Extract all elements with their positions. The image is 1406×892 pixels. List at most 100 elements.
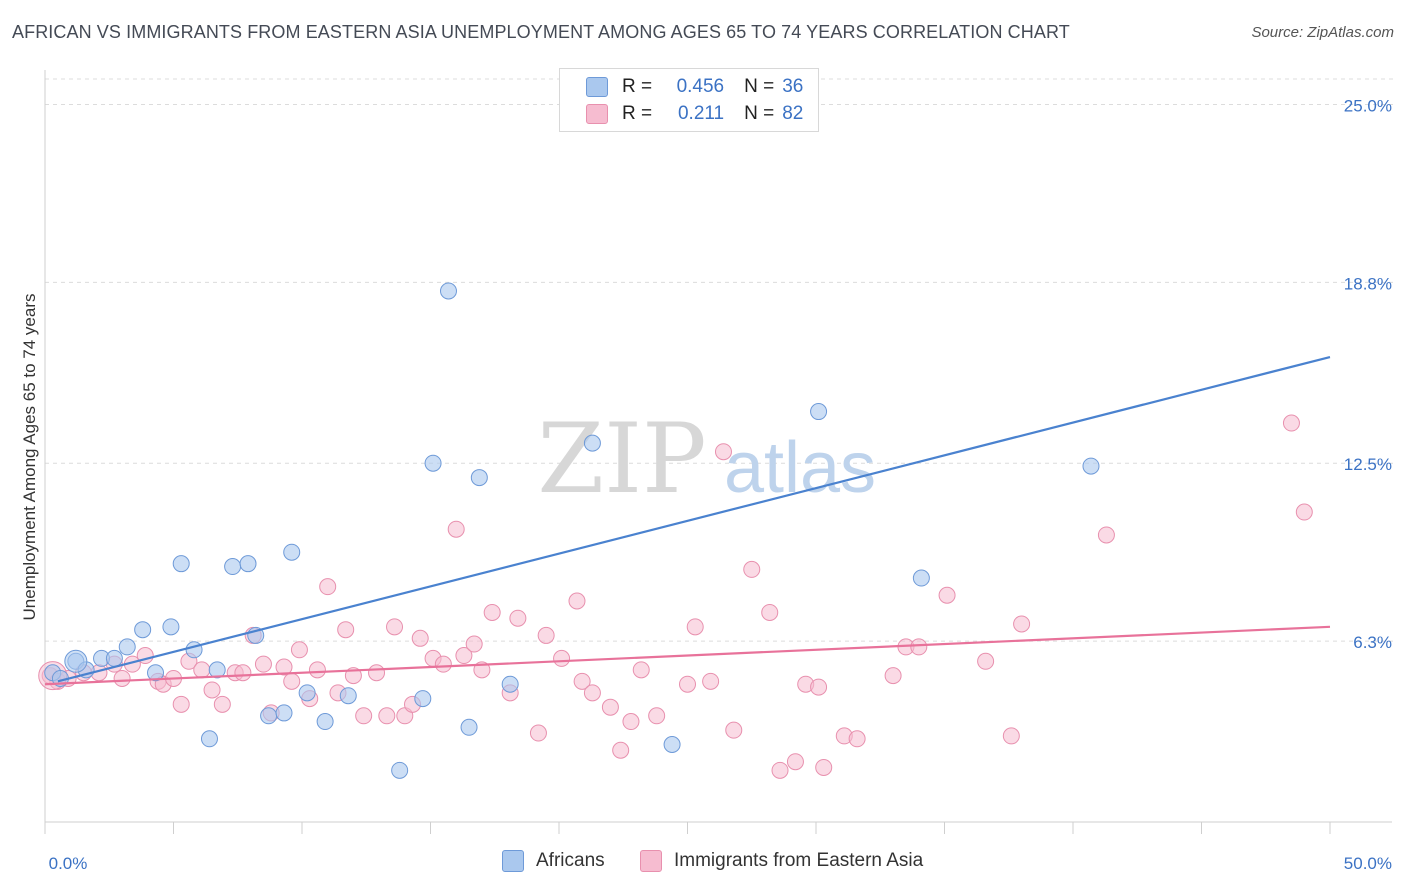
data-point-asia [386,618,404,636]
watermark-atlas: atlas [724,428,876,508]
data-point-africans [298,684,316,702]
data-point-africans [470,469,488,487]
data-point-africans [275,704,293,722]
r-label: R = [622,76,653,97]
data-point-asia [884,667,902,685]
y-tick-labels: 6.3% 12.5% 18.8% 25.0% [1344,96,1392,652]
data-point-asia [213,695,231,713]
n-value-africans: 36 [782,76,804,97]
data-point-africans [134,621,152,639]
data-point-asia [553,649,571,667]
data-point-africans [810,403,828,421]
legend-row-asia: R = 0.211 N = 82 [586,101,803,127]
data-point-asia [848,730,866,748]
x-tick-label-min: 0.0% [49,854,88,873]
data-point-asia [910,638,928,656]
data-point-asia [612,741,630,759]
data-point-asia [113,669,131,687]
data-point-asia [337,621,355,639]
series-africans [44,95,1100,779]
y-tick-label: 6.3% [1353,633,1392,652]
legend-label-africans: Africans [536,850,605,871]
data-point-africans-cluster [64,649,88,673]
data-point-asia [632,661,650,679]
trend-line-africans [57,355,1331,683]
data-point-africans [501,675,519,693]
data-point-asia [355,707,373,725]
data-point-asia [601,698,619,716]
data-point-asia [290,641,308,659]
chart-title: AFRICAN VS IMMIGRANTS FROM EASTERN ASIA … [12,22,1070,42]
data-point-asia [786,753,804,771]
data-point-africans [391,761,409,779]
data-point-africans [162,618,180,636]
r-label: R = [622,103,653,124]
legend-swatch-africans [502,850,524,872]
data-point-asia [686,618,704,636]
data-point-asia [815,758,833,776]
data-point-asia [977,652,995,670]
data-point-asia [368,664,386,682]
data-point-africans [1082,457,1100,475]
data-point-asia [648,707,666,725]
data-point-asia [1295,503,1313,521]
y-tick-label: 18.8% [1344,274,1392,293]
data-point-asia [283,672,301,690]
data-point-africans [208,661,226,679]
data-point-asia [465,635,483,653]
x-tick-labels: 0.0% 50.0% [49,854,1392,873]
n-value-asia: 82 [782,103,804,124]
data-point-asia [810,678,828,696]
data-point-africans [414,690,432,708]
data-point-asia [1002,727,1020,745]
y-tick-label: 12.5% [1344,455,1392,474]
data-point-asia [203,681,221,699]
data-point-africans [339,687,357,705]
data-point-asia [509,609,527,627]
legend-swatch-africans [586,77,608,97]
data-point-asia [938,586,956,604]
data-point-asia [455,647,473,665]
data-point-africans [316,713,334,731]
data-point-asia [679,675,696,693]
data-point-asia [411,629,429,647]
data-point-asia [447,520,465,538]
data-point-africans [583,434,601,452]
axes [44,70,1392,834]
data-point-africans [239,555,257,573]
data-point-africans [260,707,278,725]
data-point-africans [147,664,165,682]
trend-line-asia [44,625,1331,686]
x-tick-label-max: 50.0% [1344,854,1392,873]
data-point-africans [172,555,190,573]
watermark-zip: ZIP [537,403,706,515]
data-point-asia [568,592,586,610]
data-point-africans [439,282,457,300]
legend-item-africans[interactable]: Africans [502,850,605,872]
data-point-asia [622,713,640,731]
source-label: Source: ZipAtlas.com [1251,24,1394,41]
data-point-africans [118,638,136,656]
data-point-asia [743,560,761,578]
data-point-asia [172,695,190,713]
legend-item-asia[interactable]: Immigrants from Eastern Asia [640,850,923,872]
data-point-asia [529,724,547,742]
data-point-africans [200,730,218,748]
data-point-africans [424,454,442,472]
legend-swatch-asia [586,104,608,124]
data-point-asia [583,684,601,702]
data-point-asia [378,707,396,725]
data-point-asia [761,603,779,621]
legend-swatch-asia [640,850,662,872]
data-point-asia [1013,615,1031,633]
data-point-asia [702,672,720,690]
data-point-asia [725,721,743,739]
data-point-asia [234,664,252,682]
data-point-asia [193,661,211,679]
data-point-asia [308,661,326,679]
data-point-asia [1282,414,1300,432]
data-point-asia [1097,526,1115,544]
legend-row-africans: R = 0.456 N = 36 [586,74,803,100]
y-tick-label: 25.0% [1344,96,1392,115]
data-point-africans [224,558,242,576]
